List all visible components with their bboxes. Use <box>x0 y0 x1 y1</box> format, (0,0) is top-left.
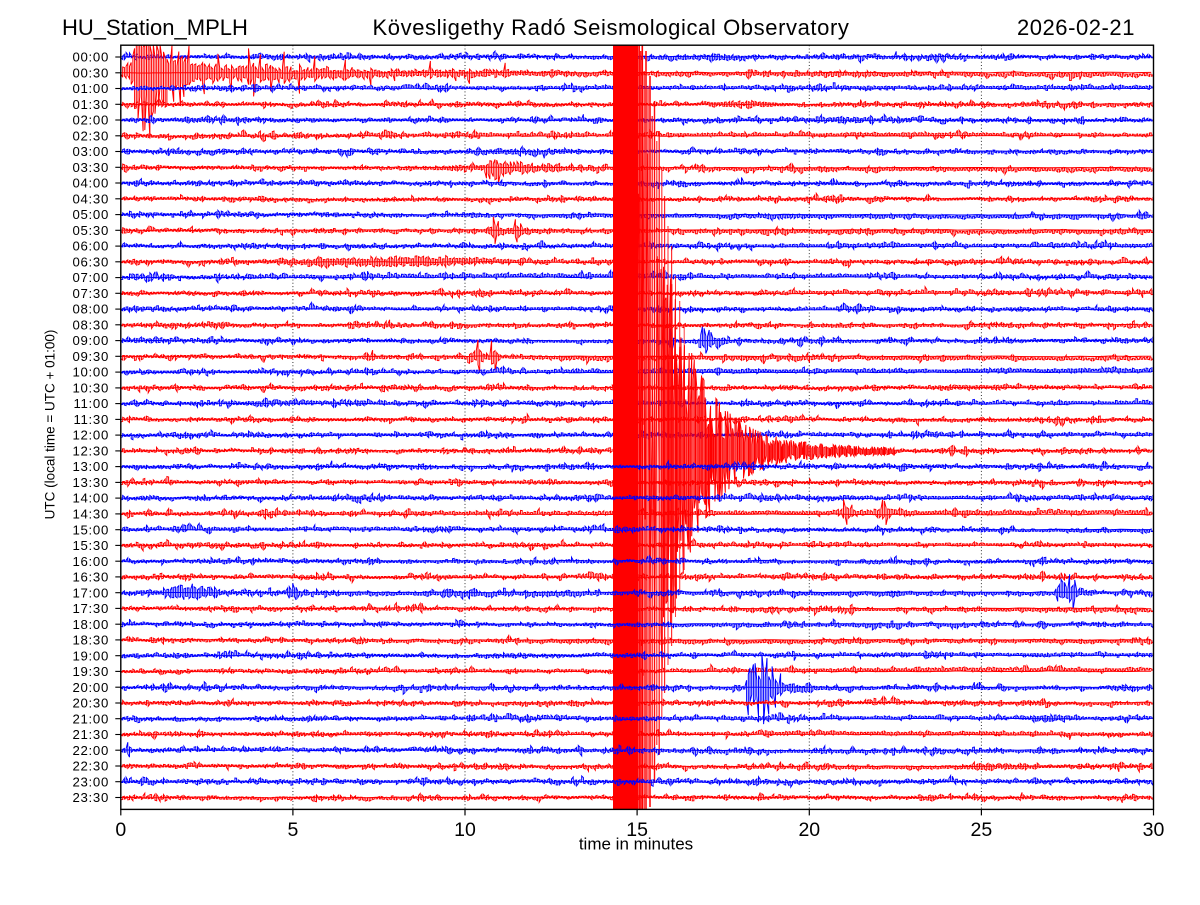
svg-text:23:30: 23:30 <box>72 790 109 805</box>
svg-text:18:00: 18:00 <box>72 617 109 632</box>
svg-text:16:00: 16:00 <box>72 554 109 569</box>
svg-text:25: 25 <box>971 819 993 841</box>
svg-text:22:00: 22:00 <box>72 743 109 758</box>
svg-text:21:00: 21:00 <box>72 711 109 726</box>
svg-text:time in minutes: time in minutes <box>579 834 693 853</box>
svg-text:HU_Station_MPLH: HU_Station_MPLH <box>62 15 248 40</box>
svg-text:08:00: 08:00 <box>72 302 109 317</box>
svg-text:00:30: 00:30 <box>72 65 109 80</box>
svg-text:09:30: 09:30 <box>72 349 109 364</box>
svg-text:10:00: 10:00 <box>72 365 109 380</box>
svg-text:5: 5 <box>287 819 298 841</box>
svg-text:08:30: 08:30 <box>72 317 109 332</box>
svg-text:01:30: 01:30 <box>72 97 109 112</box>
svg-text:10: 10 <box>454 819 476 841</box>
svg-text:05:30: 05:30 <box>72 223 109 238</box>
svg-text:22:30: 22:30 <box>72 759 109 774</box>
svg-text:07:30: 07:30 <box>72 286 109 301</box>
svg-text:20:00: 20:00 <box>72 680 109 695</box>
svg-text:20:30: 20:30 <box>72 696 109 711</box>
svg-text:05:00: 05:00 <box>72 207 109 222</box>
svg-text:12:30: 12:30 <box>72 444 109 459</box>
svg-text:11:00: 11:00 <box>73 396 109 411</box>
svg-text:21:30: 21:30 <box>72 727 109 742</box>
svg-text:20: 20 <box>798 819 820 841</box>
svg-text:06:00: 06:00 <box>72 239 109 254</box>
svg-text:01:00: 01:00 <box>72 81 109 96</box>
svg-text:06:30: 06:30 <box>72 254 109 269</box>
svg-text:23:00: 23:00 <box>72 774 109 789</box>
svg-text:17:00: 17:00 <box>72 585 109 600</box>
svg-text:2026-02-21: 2026-02-21 <box>1017 15 1135 40</box>
svg-text:10:30: 10:30 <box>72 381 109 396</box>
svg-text:09:00: 09:00 <box>72 333 109 348</box>
svg-text:03:00: 03:00 <box>72 144 109 159</box>
svg-text:19:30: 19:30 <box>72 664 109 679</box>
svg-text:07:00: 07:00 <box>72 270 109 285</box>
svg-text:30: 30 <box>1143 819 1165 841</box>
svg-text:19:00: 19:00 <box>72 648 109 663</box>
svg-text:00:00: 00:00 <box>72 50 109 65</box>
svg-text:02:30: 02:30 <box>72 128 109 143</box>
svg-text:15:30: 15:30 <box>72 538 109 553</box>
svg-text:12:00: 12:00 <box>72 428 109 443</box>
svg-text:UTC (local time = UTC + 01:00): UTC (local time = UTC + 01:00) <box>43 330 58 520</box>
svg-text:14:00: 14:00 <box>72 491 109 506</box>
svg-text:Kövesligethy Radó Seismologica: Kövesligethy Radó Seismological Observat… <box>372 15 849 40</box>
svg-text:13:00: 13:00 <box>72 459 109 474</box>
svg-text:15:00: 15:00 <box>72 522 109 537</box>
svg-text:02:00: 02:00 <box>72 113 109 128</box>
svg-text:17:30: 17:30 <box>72 601 109 616</box>
svg-text:11:30: 11:30 <box>73 412 109 427</box>
svg-text:04:00: 04:00 <box>72 176 109 191</box>
svg-text:0: 0 <box>115 819 126 841</box>
svg-text:04:30: 04:30 <box>72 191 109 206</box>
svg-text:16:30: 16:30 <box>72 570 109 585</box>
svg-text:18:30: 18:30 <box>72 633 109 648</box>
svg-text:15: 15 <box>626 819 648 841</box>
svg-text:13:30: 13:30 <box>72 475 109 490</box>
svg-text:03:30: 03:30 <box>72 160 109 175</box>
svg-text:14:30: 14:30 <box>72 507 109 522</box>
